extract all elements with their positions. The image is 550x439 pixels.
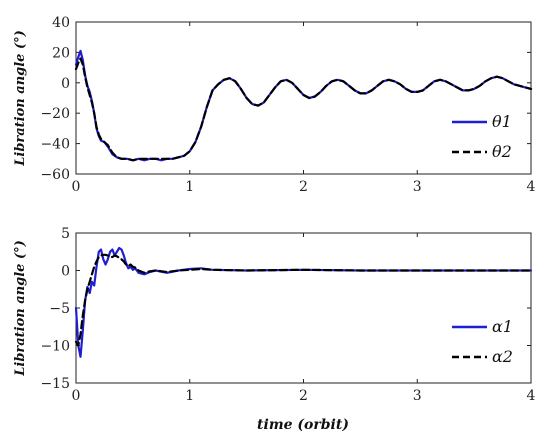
top-legend-label-0: θ1: [492, 112, 512, 131]
bottom-plot: 0 1 2 3 4 5 0 −5 −10 −15 Libration angle (°) time…: [13, 226, 536, 433]
top-y-tick-label: −40: [40, 137, 70, 153]
bottom-y-tick-label: −10: [40, 339, 70, 355]
bottom-x-tick-label: 4: [527, 388, 536, 404]
top-x-tick-label: 3: [413, 179, 422, 195]
bottom-y-axis-label: Libration angle (°): [13, 240, 28, 377]
bottom-legend-label-1: α2: [492, 347, 513, 366]
bottom-x-axis-label: time (orbit): [257, 417, 349, 433]
top-series-lines: [74, 49, 533, 162]
top-x-tick-label: 1: [185, 179, 194, 195]
bottom-legend-label-0: α1: [492, 317, 513, 336]
bottom-y-tick-label: 5: [61, 226, 70, 242]
bottom-x-tick-label: 1: [185, 388, 194, 404]
bottom-axis-ticks: 0 1 2 3 4 5 0 −5 −10 −15: [40, 226, 535, 404]
top-y-axis-label: Libration angle (°): [13, 30, 28, 167]
bottom-plot-frame: [75, 232, 532, 384]
top-legend-label-1: θ2: [492, 142, 512, 161]
bottom-legend: α1 α2: [452, 317, 513, 366]
bottom-series-line-0: [74, 246, 533, 358]
top-legend: θ1 θ2: [452, 112, 512, 161]
top-axis-ticks: 0 1 2 3 4 40 20 0 −20 −40 −60: [40, 15, 535, 195]
bottom-series-line-1: [74, 253, 533, 347]
top-y-tick-label: 20: [52, 45, 70, 61]
bottom-series-lines: [74, 246, 533, 358]
top-y-tick-label: 40: [52, 15, 70, 31]
top-plot-frame: [75, 21, 532, 175]
top-y-tick-label: 0: [61, 76, 70, 92]
bottom-x-tick-label: 0: [72, 388, 81, 404]
top-series-line-1: [74, 57, 533, 162]
top-x-tick-label: 4: [527, 179, 536, 195]
bottom-x-tick-label: 3: [413, 388, 422, 404]
top-series-line-0: [74, 49, 533, 162]
top-y-tick-label: −20: [40, 106, 70, 122]
top-x-tick-label: 2: [299, 179, 308, 195]
top-x-tick-label: 0: [72, 179, 81, 195]
bottom-y-tick-label: 0: [61, 264, 70, 280]
bottom-y-tick-label: −15: [40, 376, 70, 392]
bottom-x-tick-label: 2: [299, 388, 308, 404]
top-y-tick-label: −60: [40, 167, 70, 183]
bottom-y-tick-label: −5: [49, 301, 70, 317]
